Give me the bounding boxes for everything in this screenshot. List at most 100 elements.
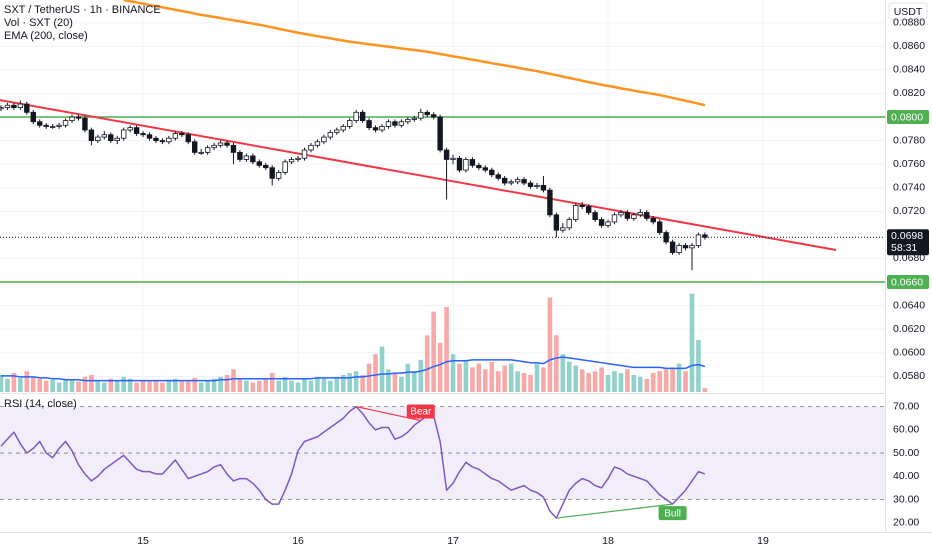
candle-body [353,111,359,121]
volume-bar [24,371,30,392]
volume-bar [30,376,36,392]
candle-body [172,133,179,139]
y-tick-label: 0.0720 [893,205,925,217]
divergence-tag [658,506,687,521]
candle-body [430,114,437,118]
y-tick-label: 0.0620 [893,323,925,335]
y-tick-label: 0.0880 [893,17,925,29]
y-tick-label: 0.0780 [893,134,925,146]
rsi-tick-label: 60.00 [893,424,919,436]
volume-bar [308,380,314,392]
candle-body [347,120,353,127]
candle-body [605,221,611,226]
volume-bar [114,380,120,392]
candle-body [11,104,17,109]
candle-body [321,136,327,143]
x-tick-label: 16 [292,535,304,547]
candle-body [204,147,211,153]
volume-bar [405,363,411,392]
candle-body [469,159,476,166]
volume-bar [315,376,320,392]
candle-body [250,155,256,163]
candle-body [133,127,140,134]
candle-body [508,181,514,184]
level-tag [887,275,929,290]
volume-bar [508,363,514,392]
candle-body [217,142,224,146]
candle-body [17,103,24,109]
volume-bar [153,380,159,392]
rsi-tick-label: 40.00 [893,470,919,482]
level-tag-label: 0.0800 [891,111,923,123]
candle-body [314,141,321,146]
candle-body [146,134,153,139]
candle-body [43,124,49,127]
rsi-tick-label: 50.00 [893,447,919,459]
candle-body [411,117,417,120]
volume-bar [625,369,630,392]
volume-bar [37,378,43,392]
volume-bar [663,369,669,392]
candle-body [69,116,75,121]
y-tick-label: 0.0640 [893,299,925,311]
candle-body [263,164,269,169]
divergence-tag [406,404,435,419]
volume-bar [192,377,198,392]
level-tag-label: 0.0660 [891,276,923,288]
volume-bar [566,361,572,392]
volume-bar [237,378,243,392]
candle-body [301,149,308,159]
currency-box[interactable] [888,2,928,21]
volume-bar [586,373,591,392]
volume-bar [579,369,585,392]
y-tick-label: 0.0580 [893,370,925,382]
candle-body [327,131,334,138]
rsi-tick-label: 20.00 [893,516,919,528]
volume-bar [289,380,294,392]
legend: SXT / TetherUS · 1h · BINANCE Vol · SXT … [4,4,161,410]
volume-bar [676,363,682,392]
volume-bar [534,363,540,392]
candle-body [0,107,4,110]
candle-body [650,217,656,223]
candle-body [359,111,366,121]
volume-bar [257,380,262,392]
volume-bar [702,388,708,392]
rsi-line [0,405,706,519]
volume-bar [282,376,288,392]
volume-bar [185,380,191,392]
candle-body [527,182,534,187]
volume-bar [547,297,553,392]
candle-body [385,121,392,127]
candle-body [340,126,346,131]
candle-body [566,219,572,229]
volume-bar [127,378,133,392]
volume-bar [218,376,223,392]
volume-bar [276,380,281,392]
candle-body [573,205,579,220]
candle-body [75,116,82,119]
volume-bar [269,373,275,392]
volume-bar [11,373,17,392]
volume-bar [224,374,230,392]
volume-bar [347,373,353,392]
volume-bar [231,369,236,392]
candle-body [153,137,159,142]
volume-bar [450,354,456,392]
x-tick-label: 17 [447,535,459,547]
candle-body [224,142,230,146]
last-price-tag [887,229,929,256]
last-price-label: 0.0698 [891,230,923,242]
candle-body [82,117,88,131]
candle-body [553,214,560,231]
divergence-label: Bull [664,508,681,519]
volume-bar [89,374,94,392]
volume-bar [353,371,359,392]
y-tick-label: 0.0600 [893,347,925,359]
volume-bar [134,382,139,392]
candle-body [418,111,424,119]
ema-legend: EMA (200, close) [4,30,88,42]
